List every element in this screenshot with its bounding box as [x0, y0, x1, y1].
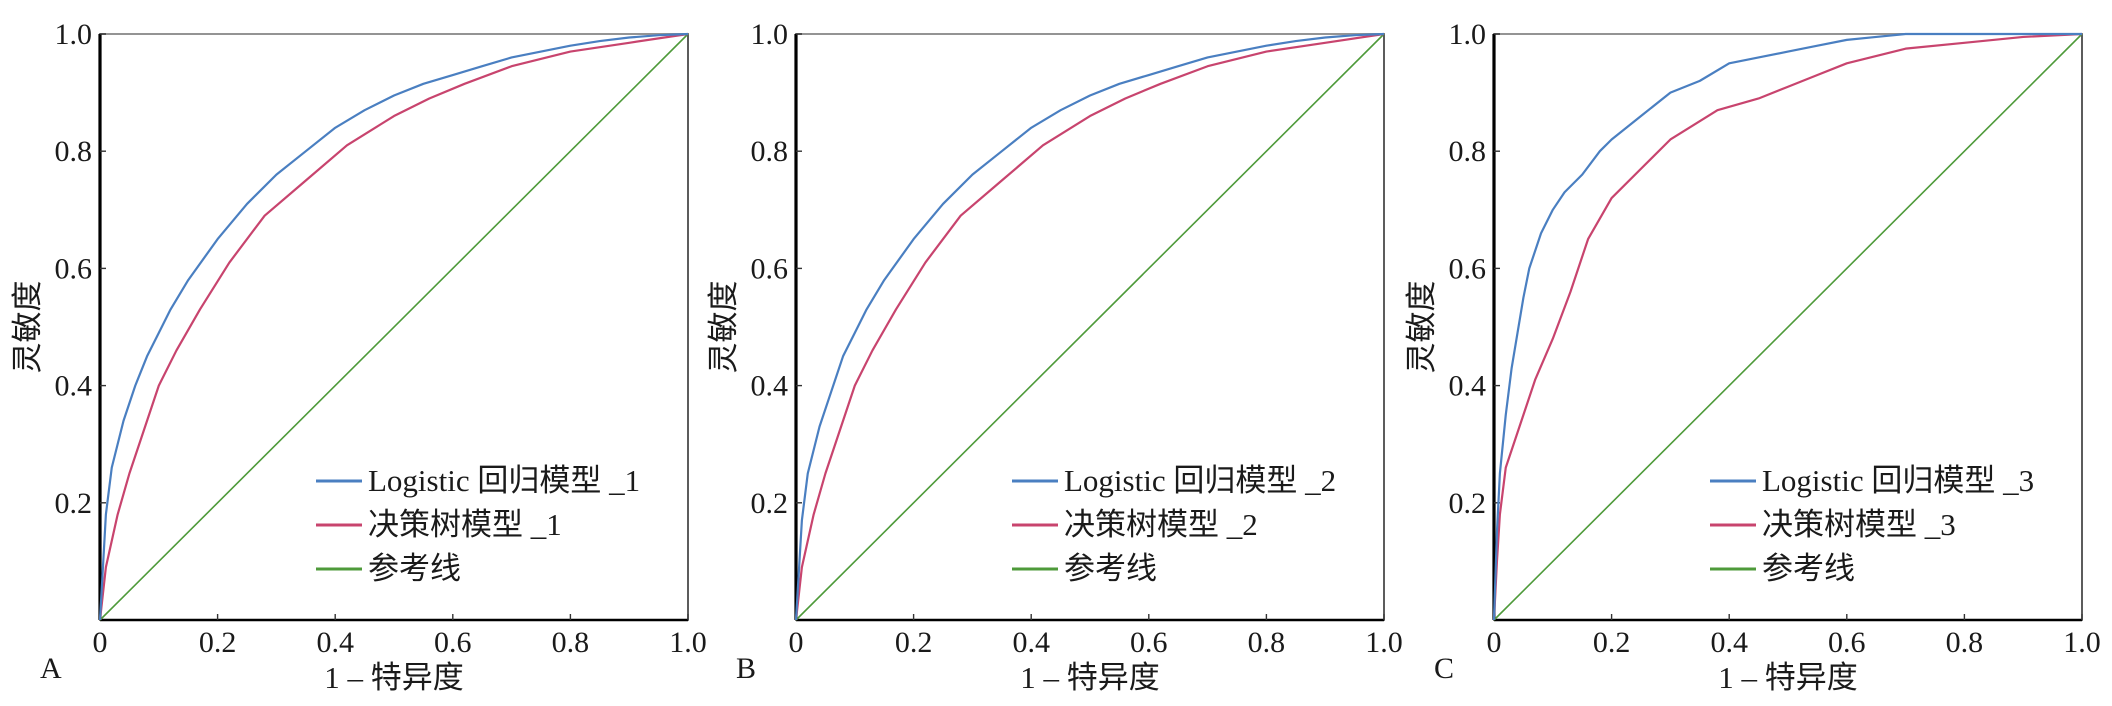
x-tick-label-a-2: 0.4 — [316, 626, 354, 659]
y-tick-label-b-2: 0.6 — [751, 252, 789, 285]
y-tick-label-c-1: 0.4 — [1449, 370, 1487, 403]
y-tick-label-b-1: 0.4 — [751, 370, 789, 403]
x-axis-title-a: 1 – 特异度 — [324, 660, 464, 695]
x-tick-label-a-3: 0.6 — [434, 626, 472, 659]
x-tick-label-a-0: 0 — [93, 626, 108, 659]
legend-label-b-1: 决策树模型 _2 — [1064, 507, 1258, 542]
x-tick-label-b-4: 0.8 — [1248, 626, 1286, 659]
panel-label-b: B — [736, 652, 756, 685]
y-axis-title-b: 灵敏度 — [706, 281, 741, 374]
y-tick-label-b-0: 0.2 — [751, 487, 789, 520]
y-tick-label-c-4: 1.0 — [1449, 18, 1487, 51]
x-axis-title-c: 1 – 特异度 — [1718, 660, 1858, 695]
panel-label-c: C — [1434, 652, 1454, 685]
x-tick-label-c-1: 0.2 — [1593, 626, 1631, 659]
x-tick-label-a-4: 0.8 — [552, 626, 590, 659]
y-tick-label-b-3: 0.8 — [751, 135, 789, 168]
y-tick-label-b-4: 1.0 — [751, 18, 789, 51]
x-tick-label-c-5: 1.0 — [2063, 626, 2101, 659]
x-tick-label-a-1: 0.2 — [199, 626, 237, 659]
legend-label-b-0: Logistic 回归模型 _2 — [1064, 463, 1336, 498]
x-tick-label-a-5: 1.0 — [669, 626, 707, 659]
legend-label-b-2: 参考线 — [1064, 551, 1157, 586]
series-line-c-decision-tree — [1492, 32, 2083, 621]
x-axis-title-b: 1 – 特异度 — [1020, 660, 1160, 695]
legend-label-a-2: 参考线 — [368, 551, 461, 586]
legend-label-a-0: Logistic 回归模型 _1 — [368, 463, 640, 498]
series-line-b-decision-tree — [794, 32, 1385, 621]
x-tick-label-c-4: 0.8 — [1946, 626, 1984, 659]
y-tick-label-c-2: 0.6 — [1449, 252, 1487, 285]
x-tick-label-c-2: 0.4 — [1710, 626, 1748, 659]
x-tick-label-b-2: 0.4 — [1012, 626, 1050, 659]
y-tick-label-a-0: 0.2 — [55, 487, 93, 520]
x-tick-label-b-1: 0.2 — [895, 626, 933, 659]
panel-b: 0 0.2 0.4 0.6 0.8 1.0 0.2 0.4 0.6 0.8 1.0 1 – 特异度 灵敏… — [706, 18, 1403, 695]
series-line-a-reference — [99, 33, 689, 621]
x-tick-label-b-3: 0.6 — [1130, 626, 1168, 659]
y-tick-label-a-2: 0.6 — [55, 252, 93, 285]
y-axis-title-a: 灵敏度 — [10, 281, 45, 374]
x-tick-label-b-5: 1.0 — [1365, 626, 1403, 659]
series-line-b-reference — [795, 33, 1385, 621]
y-tick-label-c-3: 0.8 — [1449, 135, 1487, 168]
y-tick-label-a-1: 0.4 — [55, 370, 93, 403]
y-tick-label-a-3: 0.8 — [55, 135, 93, 168]
x-tick-label-c-0: 0 — [1487, 626, 1502, 659]
series-line-c-reference — [1493, 33, 2083, 621]
legend-label-c-0: Logistic 回归模型 _3 — [1762, 463, 2034, 498]
x-tick-label-c-3: 0.6 — [1828, 626, 1866, 659]
panel-a: 0 0.2 0.4 0.6 0.8 1.0 0.2 0.4 0.6 0.8 1.0 1 – 特异度 灵敏… — [10, 18, 707, 695]
series-line-b-logistic — [794, 32, 1385, 621]
y-axis-title-c: 灵敏度 — [1404, 281, 1439, 374]
panel-c: 0 0.2 0.4 0.6 0.8 1.0 0.2 0.4 0.6 0.8 1.0 1 – 特异度 灵敏… — [1404, 18, 2101, 695]
legend-label-a-1: 决策树模型 _1 — [368, 507, 562, 542]
y-tick-label-a-4: 1.0 — [55, 18, 93, 51]
x-tick-label-b-0: 0 — [789, 626, 804, 659]
legend-label-c-2: 参考线 — [1762, 551, 1855, 586]
panel-label-a: A — [40, 652, 62, 685]
y-tick-label-c-0: 0.2 — [1449, 487, 1487, 520]
series-line-a-decision-tree — [98, 32, 689, 621]
series-line-c-logistic — [1492, 32, 2082, 621]
series-line-a-logistic — [98, 32, 689, 621]
legend-label-c-1: 决策树模型 _3 — [1762, 507, 1956, 542]
